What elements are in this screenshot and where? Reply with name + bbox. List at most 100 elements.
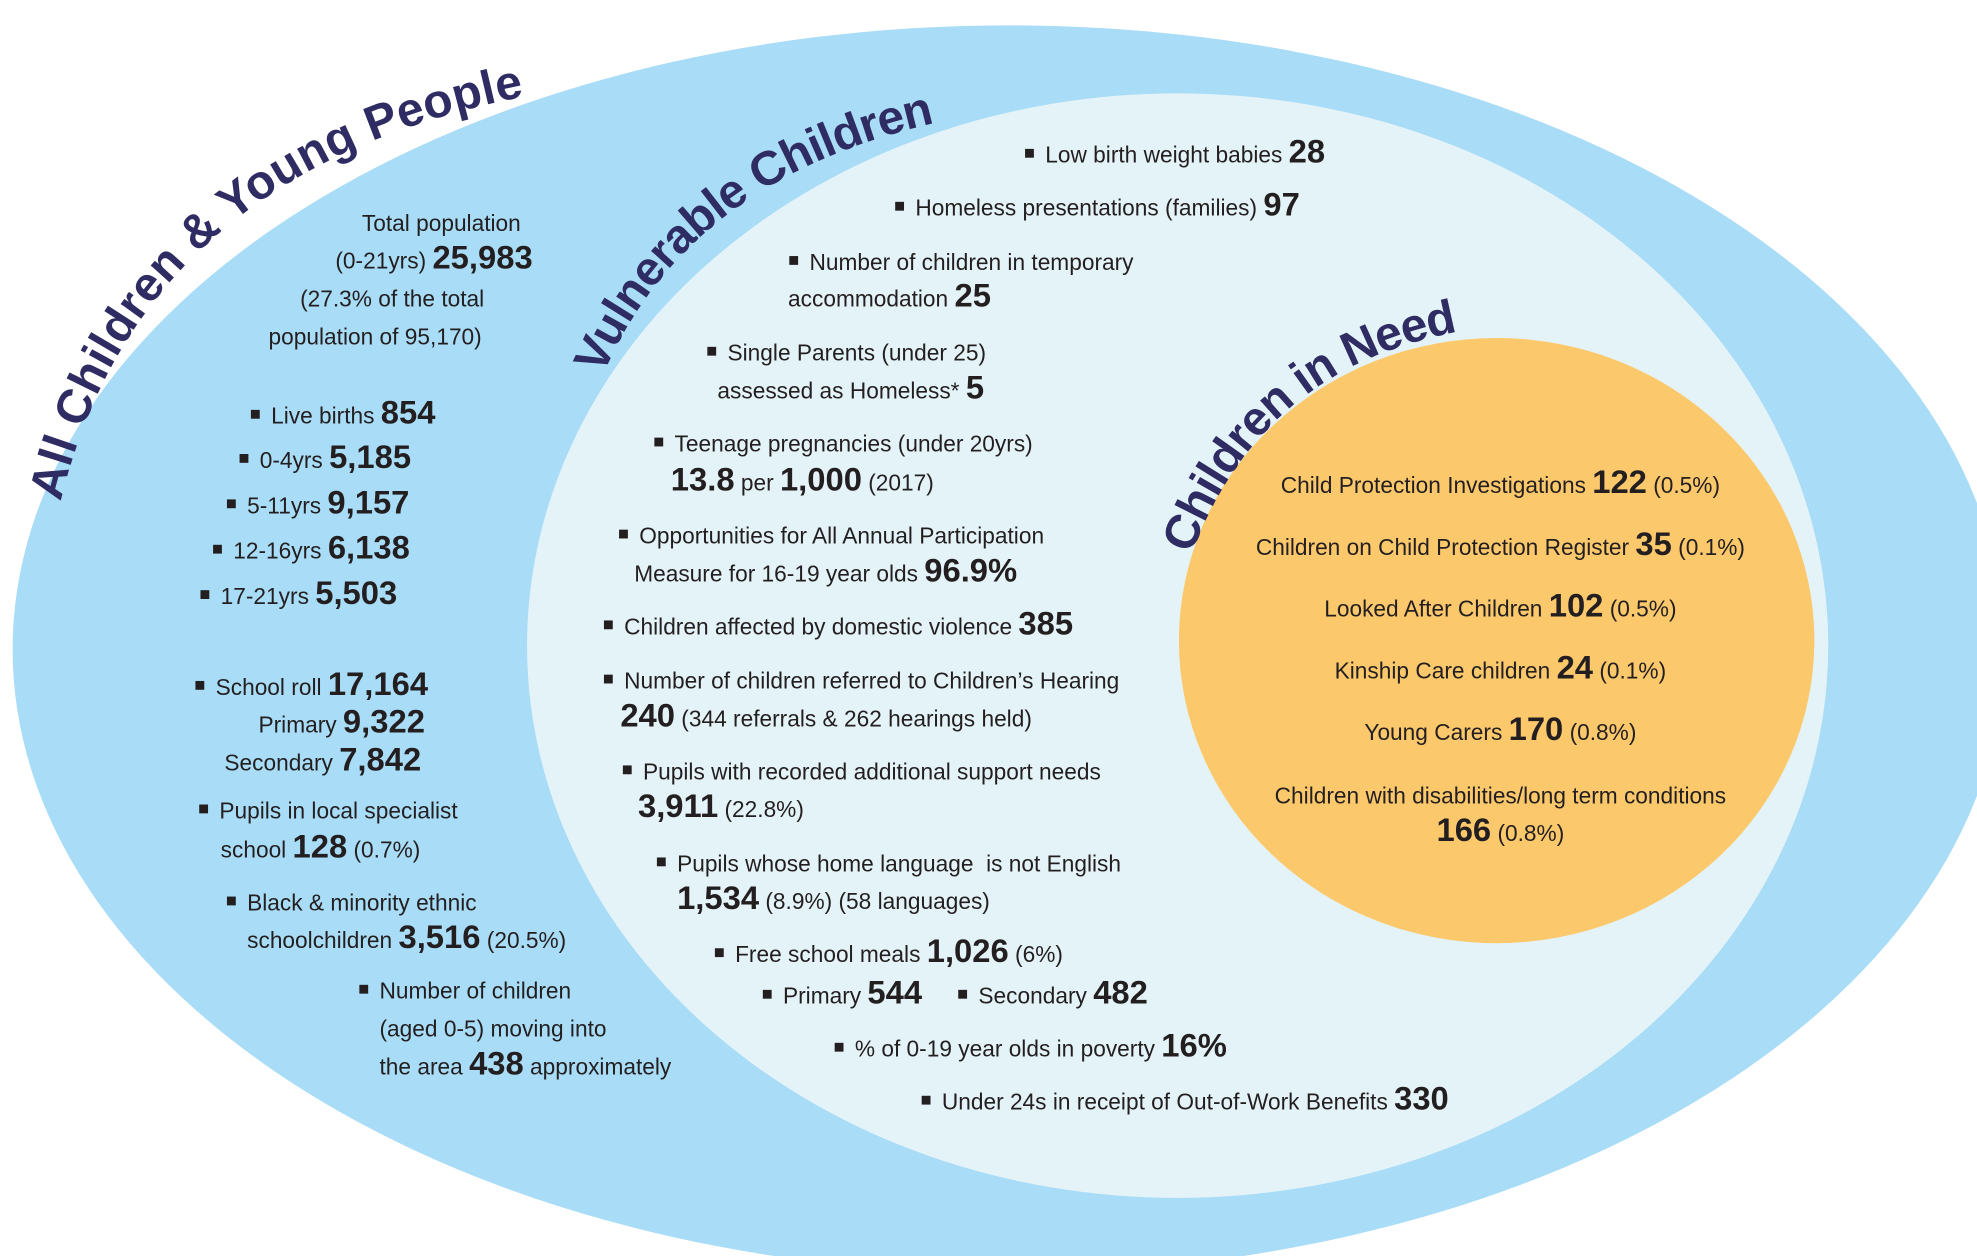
item-value: 1,000 <box>780 461 862 498</box>
item-text: Kinship Care children <box>1335 657 1557 683</box>
item-value: 9,322 <box>343 703 425 740</box>
item-line: Under 24s in receipt of Out-of-Work Bene… <box>942 1080 1449 1117</box>
bullet <box>226 499 236 509</box>
item-line: 13.8 per 1,000 (2017) <box>671 461 934 498</box>
item-text: (0.8%) <box>1563 719 1636 745</box>
item-line: Measure for 16-19 year olds 96.9% <box>634 551 1017 588</box>
item-text: 12-16yrs <box>233 538 328 564</box>
item-line: Pupils with recorded additional support … <box>643 758 1101 784</box>
bullet <box>958 989 968 999</box>
item-text: Looked After Children <box>1324 596 1549 622</box>
item-line: 240 (344 referrals & 262 hearings held) <box>620 696 1032 733</box>
bullet <box>1025 148 1034 158</box>
bullet <box>707 346 717 356</box>
item-value: 25 <box>954 276 990 313</box>
item-text: Homeless presentations (families) <box>915 195 1263 221</box>
bullet <box>895 201 905 211</box>
item-text: Pupils in local specialist <box>219 797 458 823</box>
item-line: Total population <box>362 210 521 236</box>
item-text: 0-4yrs <box>260 447 329 473</box>
item-line: Primary 9,322 <box>258 703 424 740</box>
item-value: 240 <box>620 696 675 733</box>
item-value: 102 <box>1549 587 1604 624</box>
item-line: Single Parents (under 25) <box>728 340 987 366</box>
item-line: Free school meals 1,026 (6%) <box>735 932 1063 969</box>
bullet <box>213 544 222 554</box>
item-value: 128 <box>293 827 348 864</box>
item-value: 166 <box>1436 811 1491 848</box>
item-text: (8.9%) (58 languages) <box>759 888 990 914</box>
item-line: Pupils in local specialist <box>219 797 458 823</box>
item-line: 3,911 (22.8%) <box>638 787 804 824</box>
bullet <box>359 984 369 994</box>
item-line: 17-21yrs 5,503 <box>221 574 398 611</box>
item-text: Secondary <box>224 749 339 775</box>
item-text: Number of children <box>380 978 572 1004</box>
item-line: the area 438 approximately <box>380 1044 672 1081</box>
item-value: 16% <box>1161 1027 1227 1064</box>
item-text: (22.8%) <box>718 796 804 822</box>
item-line: assessed as Homeless* 5 <box>717 369 984 406</box>
item-text: School roll <box>216 674 328 700</box>
item-text: Primary <box>258 712 342 738</box>
bullet <box>834 1042 844 1052</box>
item-line: Primary 544 <box>783 974 923 1011</box>
item-text: Low birth weight babies <box>1045 142 1288 168</box>
item-value: 97 <box>1263 186 1299 223</box>
item-text: Measure for 16-19 year olds <box>634 560 924 586</box>
item-line: Number of children referred to Children’… <box>624 668 1119 694</box>
bullet <box>195 680 205 690</box>
inner-region <box>1178 338 1815 944</box>
item-line: School roll 17,164 <box>216 665 429 702</box>
item-value: 9,157 <box>327 483 409 520</box>
item-text: accommodation <box>788 285 954 311</box>
item-text: Free school meals <box>735 941 927 967</box>
item-text: (0.5%) <box>1647 472 1720 498</box>
item-value: 3,516 <box>398 918 480 955</box>
item-text: (0.7%) <box>347 836 420 862</box>
item-text: Children with disabilities/long term con… <box>1275 782 1726 808</box>
item-text: (0.1%) <box>1593 657 1666 683</box>
bullet <box>239 454 249 463</box>
bullet <box>654 437 664 447</box>
item-text: Secondary <box>978 983 1093 1009</box>
item-line: 5-11yrs 9,157 <box>247 483 409 520</box>
item-line: Low birth weight babies 28 <box>1045 133 1325 170</box>
item-text: 17-21yrs <box>221 583 316 609</box>
item-line: population of 95,170) <box>269 323 482 349</box>
item-text: (27.3% of the total <box>300 285 484 311</box>
item-line: (0-21yrs) 25,983 <box>335 239 532 276</box>
item-line: 166 (0.8%) <box>1436 811 1564 848</box>
item-line: Homeless presentations (families) 97 <box>915 186 1299 223</box>
bullet <box>656 857 666 867</box>
bullet <box>619 529 628 539</box>
item-text: Pupils with recorded additional support … <box>643 758 1101 784</box>
item-text: (6%) <box>1009 941 1063 967</box>
bullet <box>789 256 799 265</box>
item-line: Looked After Children 102 (0.5%) <box>1324 587 1676 624</box>
item-text: (0-21yrs) <box>335 248 432 274</box>
item-value: 13.8 <box>671 461 735 498</box>
bullet <box>603 674 613 684</box>
item-text: Live births <box>271 403 381 429</box>
item-line: Secondary 7,842 <box>224 740 421 777</box>
item-value: 122 <box>1592 463 1647 500</box>
bullet <box>921 1095 931 1105</box>
item-text: Child Protection Investigations <box>1281 472 1593 498</box>
item-line: (27.3% of the total <box>300 285 484 311</box>
item-value: 7,842 <box>339 740 421 777</box>
item-value: 170 <box>1509 710 1564 747</box>
item-text: Number of children referred to Children’… <box>624 668 1119 694</box>
bullet <box>714 948 724 958</box>
item-value: 17,164 <box>328 665 429 702</box>
item-text: 5-11yrs <box>247 492 327 518</box>
item-text: Single Parents (under 25) <box>728 340 987 366</box>
item-line: schoolchildren 3,516 (20.5%) <box>247 918 566 955</box>
item-text: Number of children in temporary <box>809 249 1134 275</box>
item-value: 6,138 <box>328 529 410 566</box>
item-value: 385 <box>1018 604 1073 641</box>
item-text: (20.5%) <box>480 927 566 953</box>
item-text: the area <box>380 1053 470 1079</box>
item-text: Children on Child Protection Register <box>1256 534 1636 560</box>
